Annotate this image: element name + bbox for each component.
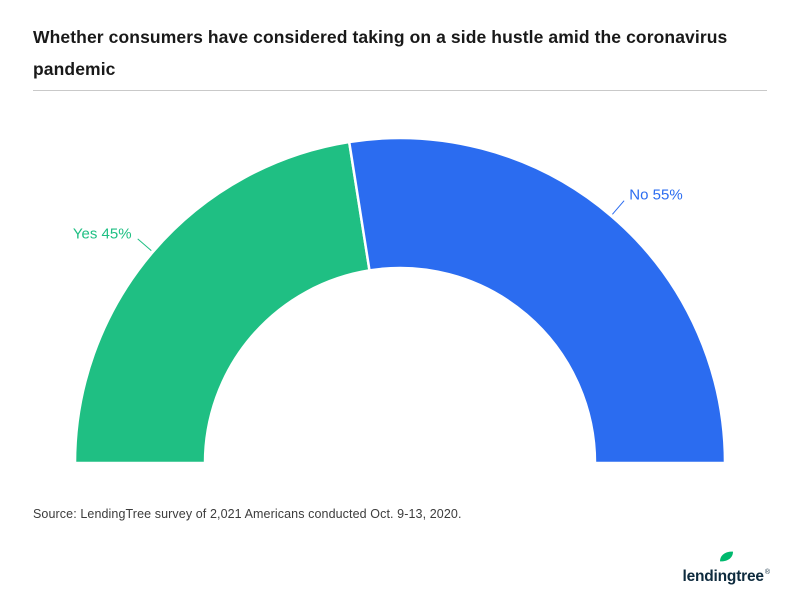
lendingtree-logo: lendingtree ® [682,550,770,585]
label-connector-no [612,200,625,215]
source-note: Source: LendingTree survey of 2,021 Amer… [33,507,462,521]
registered-trademark: ® [764,568,770,576]
label-connector-yes [137,238,152,251]
data-label-yes: Yes 45% [73,226,132,243]
chart-title: Whether consumers have considered taking… [33,27,728,79]
data-label-no: No 55% [629,187,682,204]
donut-slice-no [347,136,727,465]
lendingtree-logo-text: lendingtree [682,567,764,585]
donut-slice-yes [73,140,371,465]
title-divider [33,90,767,91]
lendingtree-leaf-icon [718,550,735,567]
